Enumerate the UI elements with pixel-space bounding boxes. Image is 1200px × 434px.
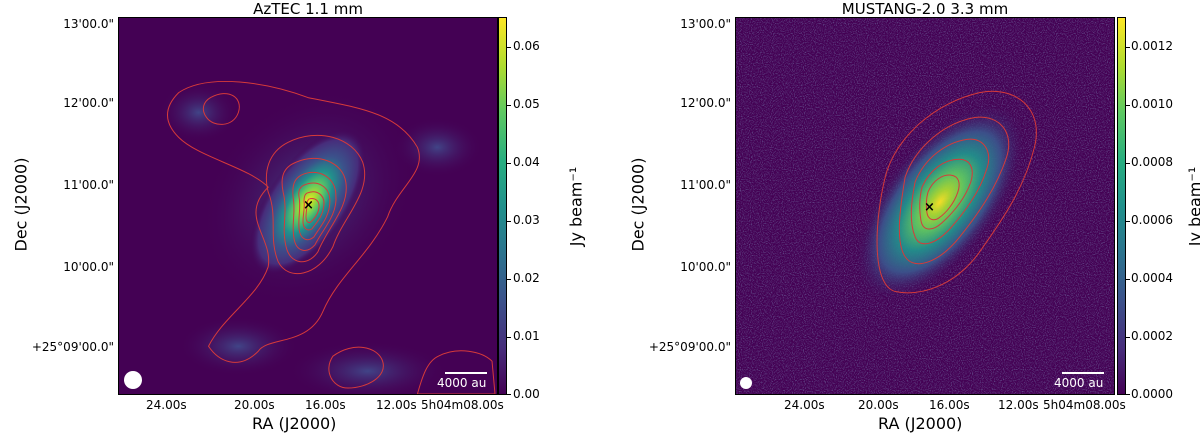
aztec-image: 4000 au × — [118, 17, 498, 395]
y-axis-label: Dec (J2000) — [11, 157, 31, 252]
colorbar-tick-label: 0.0004 — [1131, 271, 1173, 285]
peak-marker: × — [303, 198, 314, 213]
y-tick-label: 11'00.0" — [63, 178, 114, 192]
x-tick-label: 5h04m08.00s — [421, 398, 504, 412]
colorbar-tick — [507, 279, 511, 280]
y-tick-label: 11'00.0" — [680, 178, 731, 192]
aztec-map — [119, 18, 497, 394]
colorbar-tick — [1126, 47, 1130, 48]
x-tick-label: 16.00s — [929, 398, 970, 412]
colorbar-tick — [507, 394, 511, 395]
colorbar-tick — [507, 47, 511, 48]
colorbar-tick-label: 0.0006 — [1131, 213, 1173, 227]
colorbar-tick-label: 0.0008 — [1131, 155, 1173, 169]
colorbar-tick — [507, 337, 511, 338]
y-tick-label: +25°09'00.0" — [648, 340, 731, 354]
y-tick-label: 10'00.0" — [680, 260, 731, 274]
colorbar-tick — [1126, 221, 1130, 222]
colorbar-tick-label: 0.02 — [513, 271, 540, 285]
colorbar-tick — [507, 163, 511, 164]
colorbar-tick — [1126, 105, 1130, 106]
aztec-panel: AzTEC 1.1 mm — [11, 0, 586, 433]
colorbar-label: Jy beam⁻¹ — [566, 166, 586, 247]
mustang-image: 4000 au × — [735, 17, 1115, 395]
colorbar-tick — [507, 221, 511, 222]
x-tick-label: 5h04m08.00s — [1043, 398, 1126, 412]
y-tick-label: 12'00.0" — [680, 96, 731, 110]
y-tick-label: 12'00.0" — [63, 96, 114, 110]
x-tick-label: 12.00s — [376, 398, 417, 412]
colorbar-tick — [1126, 279, 1130, 280]
y-tick-label: +25°09'00.0" — [31, 340, 114, 354]
colorbar-tick-label: 0.04 — [513, 155, 540, 169]
colorbar-tick-label: 0.0002 — [1131, 329, 1173, 343]
colorbar-tick-label: 0.00 — [513, 387, 540, 401]
y-tick-label: 13'00.0" — [63, 17, 114, 31]
colorbar-tick-label: 0.0010 — [1131, 97, 1173, 111]
x-tick-label: 20.00s — [234, 398, 275, 412]
x-tick-label: 12.00s — [998, 398, 1039, 412]
x-tick-label: 24.00s — [784, 398, 825, 412]
x-tick-label: 20.00s — [858, 398, 899, 412]
y-axis-label: Dec (J2000) — [628, 157, 648, 252]
beam-ellipse — [124, 371, 142, 389]
colorbar-tick-label: 0.06 — [513, 39, 540, 53]
scalebar-line — [445, 372, 487, 374]
aztec-title: AzTEC 1.1 mm — [253, 0, 363, 18]
beam-ellipse — [740, 377, 752, 389]
colorbar-tick-label: 0.03 — [513, 213, 540, 227]
aztec-colorbar — [498, 17, 507, 395]
x-axis-label: RA (J2000) — [878, 414, 963, 433]
colorbar-tick — [507, 105, 511, 106]
scalebar-label: 4000 au — [1054, 376, 1104, 390]
colorbar-tick — [1126, 163, 1130, 164]
y-tick-label: 10'00.0" — [63, 260, 114, 274]
mustang-colorbar — [1117, 17, 1126, 395]
mustang-panel: MUSTANG-2.0 3.3 mm — [600, 0, 1200, 434]
colorbar-tick-label: 0.0012 — [1131, 39, 1173, 53]
colorbar-label: Jy beam⁻¹ — [1185, 166, 1200, 247]
x-tick-label: 16.00s — [305, 398, 346, 412]
colorbar-tick-label: 0.0000 — [1131, 387, 1173, 401]
x-axis-label: RA (J2000) — [252, 414, 337, 433]
mustang-map — [736, 18, 1114, 394]
colorbar-tick — [1126, 394, 1130, 395]
colorbar-tick-label: 0.01 — [513, 329, 540, 343]
scalebar-line — [1062, 372, 1104, 374]
colorbar-tick — [1126, 337, 1130, 338]
x-tick-label: 24.00s — [146, 398, 187, 412]
scalebar-label: 4000 au — [437, 376, 487, 390]
mustang-title: MUSTANG-2.0 3.3 mm — [841, 0, 1009, 18]
colorbar-tick-label: 0.05 — [513, 97, 540, 111]
y-tick-label: 13'00.0" — [680, 17, 731, 31]
peak-marker: × — [924, 200, 935, 215]
